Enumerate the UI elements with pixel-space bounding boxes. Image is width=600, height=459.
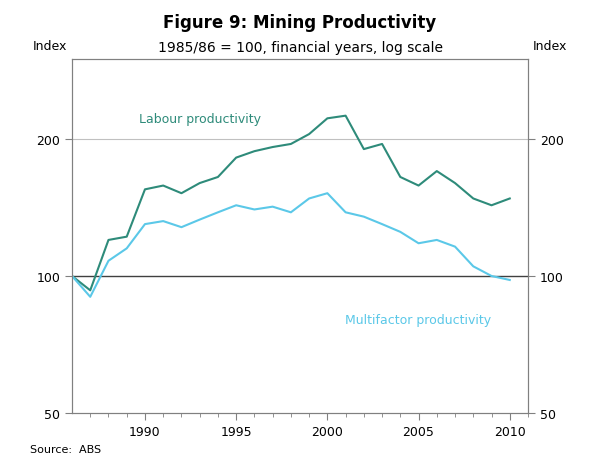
Text: Labour productivity: Labour productivity xyxy=(139,112,260,125)
Text: Source:  ABS: Source: ABS xyxy=(30,444,101,454)
Text: Multifactor productivity: Multifactor productivity xyxy=(346,313,491,326)
Text: Index: Index xyxy=(532,39,567,53)
Text: 1985/86 = 100, financial years, log scale: 1985/86 = 100, financial years, log scal… xyxy=(157,41,443,55)
Text: Index: Index xyxy=(33,39,68,53)
Text: Figure 9: Mining Productivity: Figure 9: Mining Productivity xyxy=(163,14,437,32)
